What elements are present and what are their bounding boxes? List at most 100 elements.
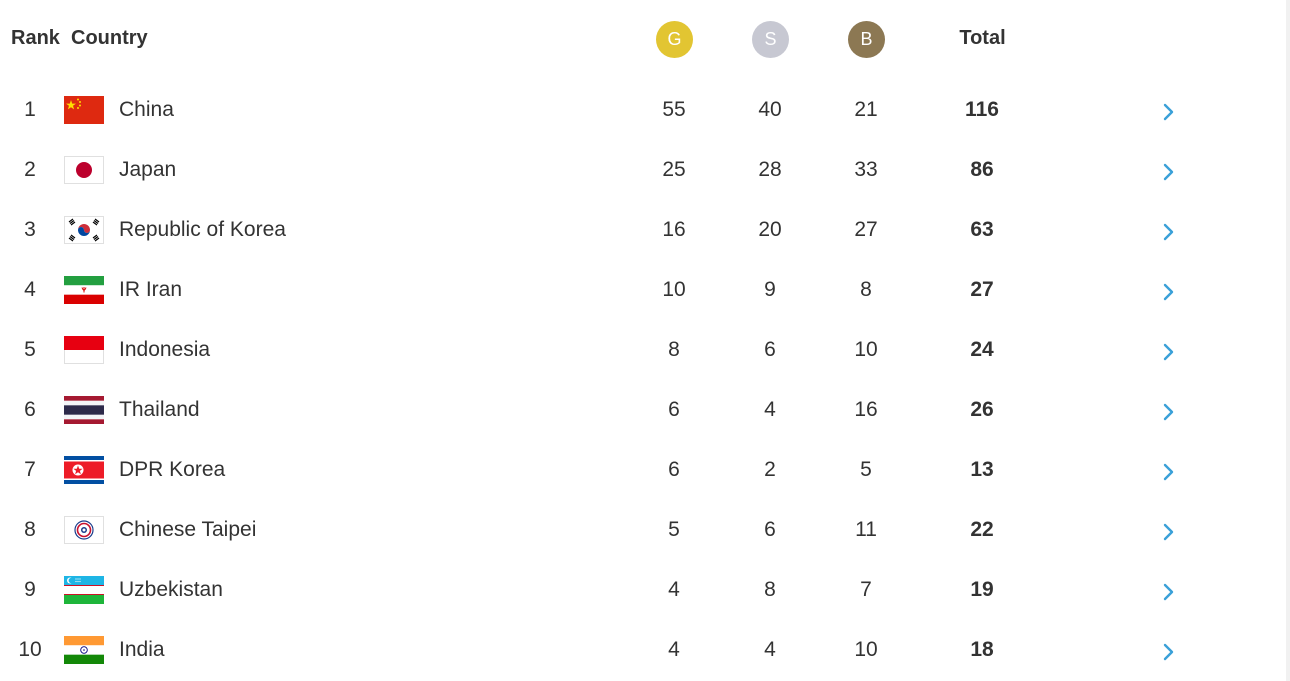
total-count: 116 (965, 98, 999, 121)
gold-count: 5 (668, 518, 680, 541)
china-flag-icon (64, 96, 104, 124)
total-count: 22 (970, 518, 994, 541)
gold-count: 10 (662, 278, 686, 301)
rank-cell: 6 (24, 398, 36, 421)
country-name: Chinese Taipei (119, 518, 257, 541)
rank-cell: 9 (24, 578, 36, 601)
country-name: IR Iran (119, 278, 183, 301)
total-count: 86 (970, 158, 994, 181)
table-row[interactable]: 5 Indonesia 8 6 10 24 (0, 320, 1285, 380)
thailand-flag-icon (64, 396, 104, 424)
country-name: Japan (119, 158, 177, 181)
table-row[interactable]: 4 IR Iran 10 9 8 27 (0, 260, 1285, 320)
rank-cell: 1 (24, 98, 36, 121)
silver-count: 8 (764, 578, 776, 601)
gold-count: 8 (668, 338, 680, 361)
silver-medal-icon: S (752, 21, 789, 58)
table-row[interactable]: 1 China 55 40 21 116 (0, 80, 1285, 140)
chevron-right-icon[interactable] (1155, 520, 1183, 544)
table-header: Rank Country G S B Total (0, 0, 1285, 78)
gold-count: 4 (668, 578, 680, 601)
indonesia-flag-icon (64, 336, 104, 364)
silver-count: 4 (764, 398, 776, 421)
iran-flag-icon (64, 276, 104, 304)
bronze-count: 10 (854, 338, 878, 361)
country-name: DPR Korea (119, 458, 226, 481)
country-name: Thailand (119, 398, 200, 421)
gold-count: 4 (668, 638, 680, 661)
bronze-count: 8 (860, 278, 872, 301)
rank-cell: 4 (24, 278, 36, 301)
chevron-right-icon[interactable] (1155, 160, 1183, 184)
gold-count: 6 (668, 398, 680, 421)
rank-column-header: Rank (11, 27, 60, 49)
silver-count: 4 (764, 638, 776, 661)
total-count: 19 (970, 578, 994, 601)
chinese-taipei-flag-icon (64, 516, 104, 544)
chevron-right-icon[interactable] (1155, 400, 1183, 424)
table-row[interactable]: 10 India 4 4 10 18 (0, 620, 1285, 680)
bronze-count: 16 (854, 398, 878, 421)
table-row[interactable]: 2 Japan 25 28 33 86 (0, 140, 1285, 200)
india-flag-icon (64, 636, 104, 664)
chevron-right-icon[interactable] (1155, 580, 1183, 604)
silver-count: 20 (758, 218, 782, 241)
bronze-count: 5 (860, 458, 872, 481)
country-name: India (119, 638, 165, 661)
chevron-right-icon[interactable] (1155, 460, 1183, 484)
rank-cell: 10 (18, 638, 42, 661)
silver-count: 6 (764, 338, 776, 361)
total-count: 18 (970, 638, 994, 661)
silver-count: 2 (764, 458, 776, 481)
gold-medal-icon: G (656, 21, 693, 58)
silver-count: 28 (758, 158, 782, 181)
total-count: 24 (970, 338, 994, 361)
bronze-count: 27 (854, 218, 878, 241)
silver-count: 40 (758, 98, 782, 121)
chevron-right-icon[interactable] (1155, 340, 1183, 364)
gold-count: 16 (662, 218, 686, 241)
rank-cell: 2 (24, 158, 36, 181)
rank-cell: 3 (24, 218, 36, 241)
gold-count: 6 (668, 458, 680, 481)
table-row[interactable]: 8 Chinese Taipei 5 6 11 22 (0, 500, 1285, 560)
bronze-medal-icon: B (848, 21, 885, 58)
medal-table-body: 1 China 55 40 21 116 2 (0, 80, 1285, 680)
chevron-right-icon[interactable] (1155, 280, 1183, 304)
chevron-right-icon[interactable] (1155, 100, 1183, 124)
total-count: 63 (970, 218, 994, 241)
scrollbar-track[interactable] (1286, 0, 1290, 681)
dpr-korea-flag-icon (64, 456, 104, 484)
uzbekistan-flag-icon (64, 576, 104, 604)
silver-count: 9 (764, 278, 776, 301)
bronze-count: 33 (854, 158, 878, 181)
rank-cell: 5 (24, 338, 36, 361)
japan-flag-icon (64, 156, 104, 184)
country-name: Indonesia (119, 338, 211, 361)
chevron-right-icon[interactable] (1155, 220, 1183, 244)
country-name: Republic of Korea (119, 218, 286, 241)
total-count: 27 (970, 278, 994, 301)
total-count: 13 (970, 458, 994, 481)
table-row[interactable]: 3 Republic of Korea 16 20 27 63 (0, 200, 1285, 260)
total-column-header: Total (959, 27, 1006, 49)
gold-count: 55 (662, 98, 686, 121)
gold-count: 25 (662, 158, 686, 181)
country-column-header: Country (71, 27, 148, 49)
bronze-count: 7 (860, 578, 872, 601)
bronze-count: 21 (854, 98, 878, 121)
rank-cell: 8 (24, 518, 36, 541)
chevron-right-icon[interactable] (1155, 640, 1183, 664)
country-name: China (119, 98, 174, 121)
bronze-count: 10 (854, 638, 878, 661)
country-name: Uzbekistan (119, 578, 223, 601)
table-row[interactable]: 6 Thailand 6 4 16 26 (0, 380, 1285, 440)
bronze-count: 11 (855, 518, 877, 541)
table-row[interactable]: 9 Uzbekistan (0, 560, 1285, 620)
korea-flag-icon (64, 216, 104, 244)
total-count: 26 (970, 398, 994, 421)
rank-cell: 7 (24, 458, 36, 481)
silver-count: 6 (764, 518, 776, 541)
table-row[interactable]: 7 DPR Korea 6 2 5 13 (0, 440, 1285, 500)
